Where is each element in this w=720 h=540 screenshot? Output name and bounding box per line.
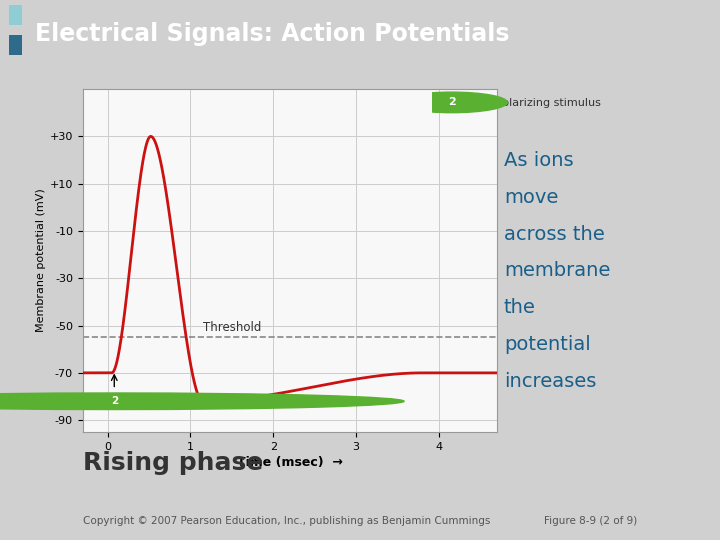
Circle shape: [0, 393, 404, 409]
Text: Depolarizing stimulus: Depolarizing stimulus: [480, 98, 600, 108]
Circle shape: [396, 92, 507, 113]
Text: Electrical Signals: Action Potentials: Electrical Signals: Action Potentials: [35, 22, 509, 45]
X-axis label: Time (msec)  →: Time (msec) →: [237, 456, 343, 469]
Text: Threshold: Threshold: [203, 321, 261, 334]
Text: membrane: membrane: [504, 261, 611, 280]
Text: potential: potential: [504, 335, 590, 354]
Text: Figure 8-9 (2 of 9): Figure 8-9 (2 of 9): [544, 516, 637, 526]
Bar: [9, 35, 22, 55]
Text: the: the: [504, 298, 536, 317]
Text: Rising phase: Rising phase: [83, 451, 263, 475]
Bar: [9, 5, 22, 25]
Y-axis label: Membrane potential (mV): Membrane potential (mV): [35, 188, 45, 333]
Text: Copyright © 2007 Pearson Education, Inc., publishing as Benjamin Cummings: Copyright © 2007 Pearson Education, Inc.…: [83, 516, 490, 526]
Text: 2: 2: [111, 396, 118, 406]
Text: increases: increases: [504, 372, 596, 390]
Text: across the: across the: [504, 225, 605, 244]
Text: As ions: As ions: [504, 151, 574, 170]
Text: move: move: [504, 188, 559, 207]
Text: 2: 2: [448, 97, 456, 107]
